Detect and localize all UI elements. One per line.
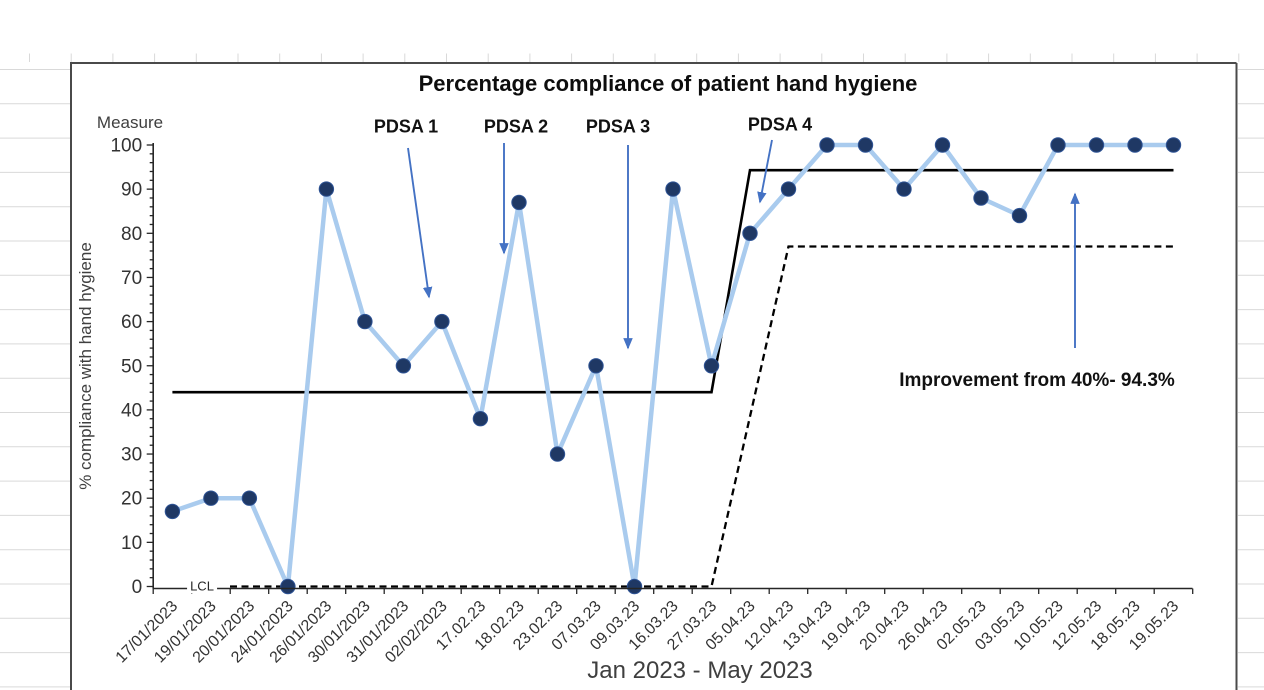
annotation-arrow <box>407 147 433 299</box>
chart-title: Percentage compliance of patient hand hy… <box>418 71 918 96</box>
y-tick-label: 80 <box>121 224 142 245</box>
annotation-label: Improvement from 40%- 94.3% <box>899 370 1175 391</box>
data-point-marker <box>203 490 219 506</box>
data-point-marker <box>395 358 412 374</box>
annotation-label: PDSA 4 <box>747 114 813 135</box>
data-point-marker <box>318 181 335 197</box>
data-point-marker <box>511 194 527 211</box>
y-tick-label: 90 <box>121 180 142 201</box>
data-point-marker <box>819 137 835 153</box>
data-point-marker <box>588 358 604 374</box>
data-point-marker <box>549 446 566 462</box>
data-point-marker <box>665 181 681 197</box>
y-tick-label: 60 <box>121 312 142 333</box>
annotation-label: PDSA 1 <box>373 116 439 137</box>
measure-label: Measure <box>96 113 164 132</box>
data-point-marker <box>357 313 373 330</box>
y-tick-label: 10 <box>121 533 142 554</box>
data-point-marker <box>1050 137 1066 153</box>
data-point-marker <box>780 181 797 197</box>
data-point-marker <box>973 190 989 206</box>
data-point-marker <box>1127 137 1143 153</box>
y-tick-label: 20 <box>121 489 142 510</box>
data-point-marker <box>434 313 450 330</box>
data-point-marker <box>280 578 296 595</box>
y-tick-label: 100 <box>110 136 142 157</box>
x-axis-title: Jan 2023 - May 2023 <box>587 657 813 684</box>
data-point-marker <box>626 578 643 595</box>
lcl-label: LCL <box>187 578 217 594</box>
chart-border <box>70 62 1238 690</box>
data-point-marker <box>896 181 912 197</box>
annotation-label: PDSA 3 <box>585 116 651 137</box>
annotation-arrow <box>757 139 773 204</box>
lcl-line <box>230 245 1174 588</box>
y-axis-title: % compliance with hand hygiene <box>76 242 95 490</box>
y-tick-label: 50 <box>121 356 142 377</box>
y-ticks <box>146 144 154 588</box>
data-point-marker <box>472 411 489 427</box>
y-tick-label: 30 <box>121 445 142 466</box>
data-point-marker <box>241 490 258 506</box>
data-point-marker <box>857 137 874 153</box>
y-tick-label: 40 <box>121 400 142 421</box>
data-point-marker <box>742 225 758 242</box>
worksheet-gridlines <box>0 53 1264 688</box>
data-point-marker <box>703 358 720 374</box>
x-ticks <box>152 588 1194 594</box>
data-point-marker <box>164 503 181 520</box>
data-point-marker <box>934 137 951 153</box>
data-point-marker <box>1165 137 1182 153</box>
y-tick-label: 0 <box>132 577 143 598</box>
data-point-marker <box>1088 137 1105 153</box>
y-tick-label: 70 <box>121 268 142 289</box>
annotation-label: PDSA 2 <box>483 116 549 137</box>
data-point-marker <box>1011 207 1028 224</box>
